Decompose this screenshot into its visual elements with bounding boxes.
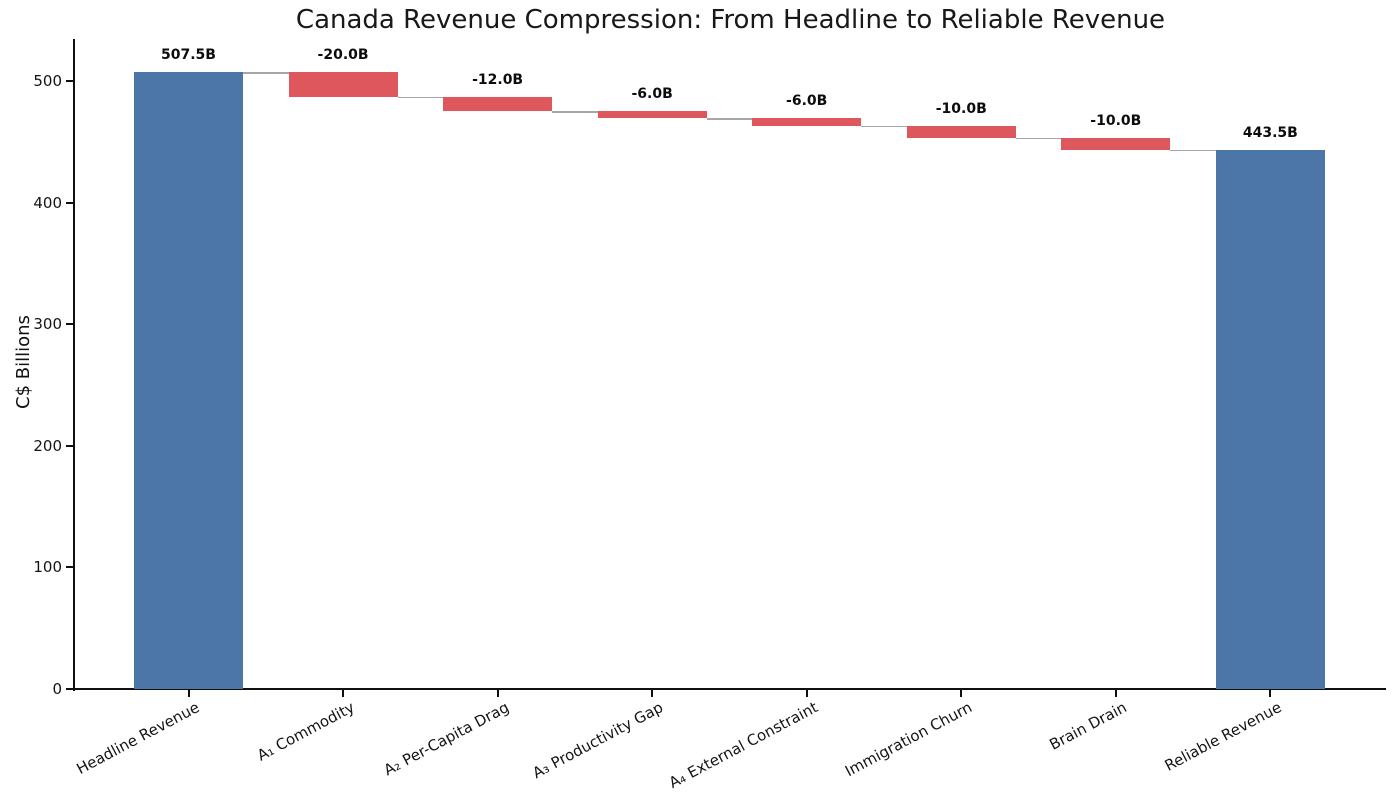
- x-tick-mark: [496, 690, 499, 697]
- x-tick-label: A₁ Commodity: [253, 698, 358, 765]
- waterfall-bar-delta: [906, 125, 1016, 138]
- connector-line: [706, 118, 753, 120]
- connector-line: [861, 125, 907, 128]
- connector-line: [243, 72, 289, 74]
- x-tick-mark: [187, 690, 190, 697]
- x-tick-label: Brain Drain: [1046, 698, 1130, 754]
- x-tick-label: A₂ Per-Capita Drag: [380, 698, 512, 780]
- y-tick-mark: [66, 323, 73, 326]
- y-tick-label: 0: [52, 680, 62, 698]
- y-tick-label: 400: [33, 193, 62, 212]
- y-axis-spine: [73, 39, 75, 691]
- x-tick-label: Headline Revenue: [73, 698, 203, 779]
- y-tick-mark: [66, 201, 73, 204]
- x-tick-label: Immigration Churn: [842, 698, 976, 781]
- bar-value-label: -10.0B: [1090, 112, 1142, 129]
- connector-line: [1170, 149, 1216, 152]
- x-tick-mark: [1269, 690, 1272, 697]
- y-tick-mark: [66, 566, 73, 569]
- y-tick-mark: [66, 688, 73, 690]
- waterfall-bar-delta: [752, 118, 862, 126]
- y-tick-mark: [66, 444, 73, 447]
- bar-value-label: 443.5B: [1242, 124, 1298, 141]
- chart-title: Canada Revenue Compression: From Headlin…: [295, 5, 1166, 35]
- bar-value-label: -12.0B: [472, 71, 524, 88]
- y-axis-label: C$ Billions: [13, 315, 34, 409]
- bar-value-label: -20.0B: [317, 47, 369, 64]
- x-tick-mark: [1114, 690, 1117, 697]
- connector-line: [1015, 137, 1062, 140]
- y-tick-label: 200: [33, 436, 62, 455]
- waterfall-bar-delta: [288, 72, 398, 97]
- x-tick-label: Reliable Revenue: [1161, 698, 1285, 775]
- bar-value-label: -10.0B: [935, 100, 987, 117]
- x-tick-mark: [342, 690, 345, 697]
- y-tick-label: 100: [33, 558, 62, 577]
- bar-value-label: -6.0B: [786, 93, 828, 110]
- y-tick-label: 500: [33, 72, 62, 91]
- connector-line: [552, 111, 598, 113]
- x-tick-mark: [960, 690, 963, 697]
- connector-line: [397, 96, 444, 98]
- waterfall-bar-delta: [597, 111, 707, 119]
- bar-value-label: -6.0B: [631, 86, 673, 103]
- bar-value-label: 507.5B: [161, 47, 216, 64]
- x-axis-spine: [73, 688, 1386, 690]
- waterfall-bar-total: [1215, 149, 1325, 689]
- y-tick-mark: [66, 80, 73, 83]
- y-tick-label: 300: [33, 315, 62, 334]
- waterfall-bar-delta: [443, 96, 553, 112]
- x-tick-mark: [651, 690, 654, 697]
- waterfall-bar-delta: [1061, 137, 1171, 150]
- x-tick-label: A₄ External Constraint: [665, 698, 821, 792]
- x-tick-label: A₃ Productivity Gap: [529, 698, 667, 783]
- x-tick-mark: [805, 690, 808, 697]
- waterfall-bar-total: [134, 72, 243, 689]
